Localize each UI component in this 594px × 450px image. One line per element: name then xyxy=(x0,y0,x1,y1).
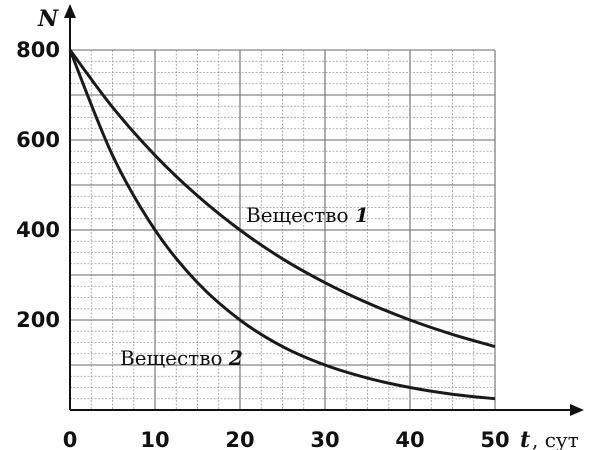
x-tick-label: 10 xyxy=(140,428,169,450)
series-label-2-num: 2 xyxy=(228,346,243,370)
y-tick-label: 800 xyxy=(16,38,60,62)
y-tick-label: 200 xyxy=(16,308,60,332)
curves xyxy=(68,49,496,401)
y-axis-label: N xyxy=(37,6,59,32)
series-line-2 xyxy=(68,49,496,401)
series-label-2: Вещество 2 xyxy=(120,346,243,370)
x-tick-label: 40 xyxy=(395,428,424,450)
tick-labels: 0 10 20 30 40 50 200 400 600 800 xyxy=(16,38,509,450)
y-tick-label: 600 xyxy=(16,128,60,152)
x-axis-label: t xyxy=(520,427,530,450)
x-tick-label: 50 xyxy=(480,428,509,450)
x-axis-unit-text: сут xyxy=(545,428,579,450)
x-axis-arrow xyxy=(570,404,584,416)
x-axis-unit: , сут xyxy=(532,428,579,450)
y-axis-arrow xyxy=(64,4,76,18)
x-tick-label: 20 xyxy=(225,428,254,450)
x-tick-label: 0 xyxy=(63,428,78,450)
series-label-1: Вещество 1 xyxy=(246,203,369,227)
series-line-1 xyxy=(68,49,496,348)
grid xyxy=(69,49,496,411)
axes xyxy=(64,4,584,416)
series-label-1-prefix: Вещество xyxy=(246,203,349,227)
series-label-2-prefix: Вещество xyxy=(120,346,223,370)
series-label-1-num: 1 xyxy=(355,203,369,227)
y-tick-label: 400 xyxy=(16,218,60,242)
x-tick-label: 30 xyxy=(310,428,339,450)
